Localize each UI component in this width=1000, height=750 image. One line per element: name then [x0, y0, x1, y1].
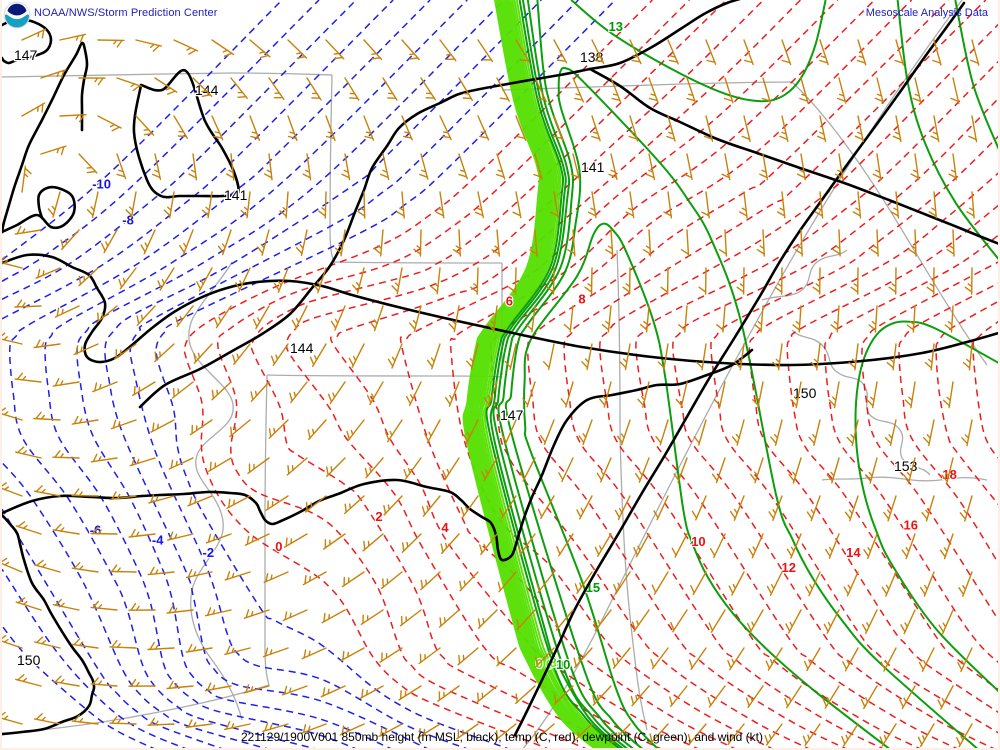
- svg-text:12: 12: [782, 560, 796, 575]
- svg-text:144: 144: [290, 340, 314, 356]
- svg-text:141: 141: [224, 187, 248, 203]
- svg-text:141: 141: [581, 159, 605, 175]
- svg-text:150: 150: [17, 652, 41, 668]
- svg-text:16: 16: [904, 517, 918, 532]
- svg-text:147: 147: [14, 47, 38, 63]
- svg-text:147: 147: [500, 407, 524, 423]
- svg-text:10: 10: [556, 657, 570, 672]
- svg-text:13: 13: [609, 19, 623, 34]
- svg-text:-10: -10: [92, 177, 111, 192]
- svg-text:10: 10: [691, 534, 705, 549]
- svg-text:6: 6: [506, 294, 513, 309]
- svg-text:2: 2: [375, 509, 382, 524]
- svg-text:4: 4: [441, 520, 449, 535]
- svg-text:14: 14: [846, 545, 861, 560]
- svg-text:-2: -2: [203, 545, 215, 560]
- svg-text:8: 8: [578, 291, 585, 306]
- svg-text:0: 0: [275, 539, 282, 554]
